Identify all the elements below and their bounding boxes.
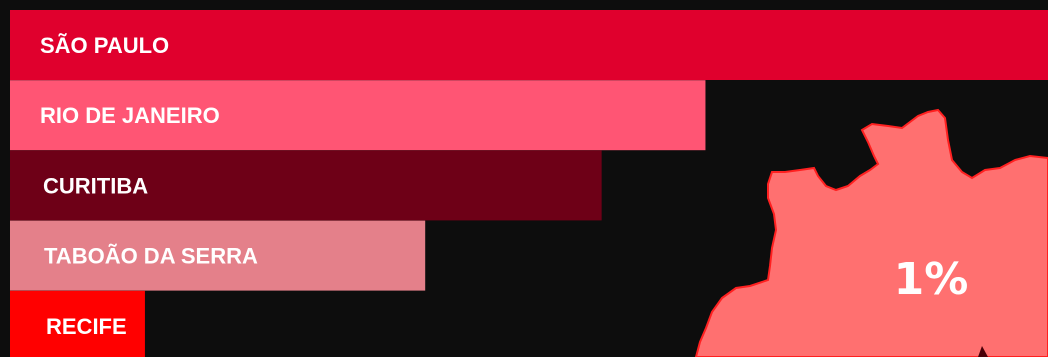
bar-label: TABOÃO DA SERRA	[44, 244, 258, 269]
bars-group: SÃO PAULO RIO DE JANEIRO CURITIBA TABOÃO DA…	[10, 10, 1048, 357]
bar-taboão-da-serra	[10, 220, 426, 291]
bar-rio-de-janeiro	[10, 80, 706, 151]
map-dark-spot	[978, 346, 988, 357]
bar-são-paulo	[10, 10, 1048, 80]
bar-label: CURITIBA	[43, 173, 148, 198]
bar-label: RECIFE	[46, 314, 127, 339]
map-region-shape	[694, 108, 1048, 357]
bar-label: RIO DE JANEIRO	[40, 103, 220, 128]
bar-curitiba	[10, 150, 602, 221]
bar-label: SÃO PAULO	[40, 33, 169, 58]
map-percent-label: 1%	[894, 254, 969, 305]
bar-recife	[10, 290, 145, 357]
